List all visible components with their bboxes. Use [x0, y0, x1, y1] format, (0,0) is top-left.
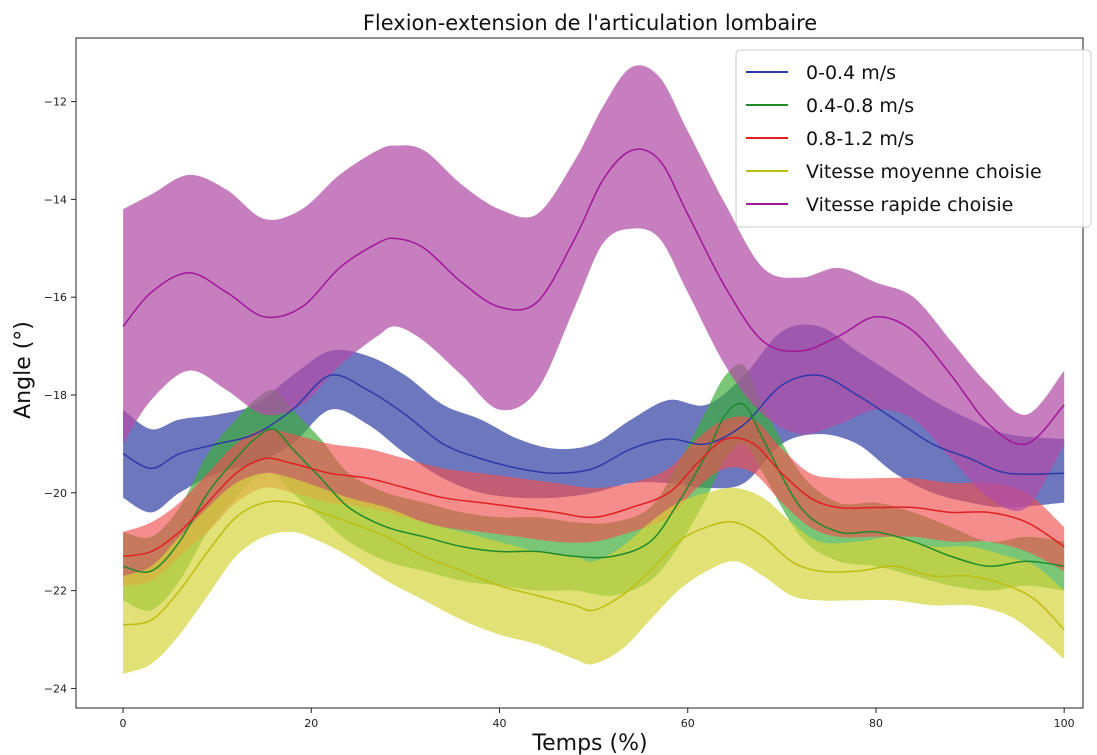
confidence-bands: [123, 65, 1065, 674]
line-series-3: [122, 500, 1065, 631]
band-series-2: [123, 416, 1065, 586]
x-axis-ticks: 0 20 40 60 80 100: [120, 708, 1075, 730]
plot-frame: [75, 37, 1084, 709]
legend-label: Vitesse rapide choisie: [806, 194, 1013, 216]
y-tick-label: −16: [44, 291, 67, 304]
y-tick-label: −20: [44, 487, 67, 500]
y-axis-ticks: −24 −22 −20 −18 −16 −14 −12: [44, 96, 76, 695]
legend-label: 0-0.4 m/s: [806, 62, 896, 84]
line-series-4: [122, 148, 1065, 446]
band-series-4: [123, 65, 1065, 511]
band-series-3: [123, 473, 1065, 674]
x-tick-label: 60: [681, 717, 695, 730]
x-tick-label: 20: [304, 717, 318, 730]
legend-label: Vitesse moyenne choisie: [806, 161, 1042, 183]
x-tick-label: 80: [869, 717, 883, 730]
legend: 0-0.4 m/s 0.4-0.8 m/s 0.8-1.2 m/s Vitesse m…: [735, 49, 1092, 228]
line-series-0: [122, 374, 1065, 476]
mean-lines: [122, 148, 1065, 631]
x-tick-label: 0: [120, 717, 127, 730]
y-tick-label: −24: [44, 682, 67, 695]
legend-label: 0.4-0.8 m/s: [806, 95, 914, 117]
chart-title: Flexion-extension de l'articulation lomb…: [363, 11, 817, 35]
y-tick-label: −14: [44, 193, 67, 206]
y-tick-label: −22: [44, 585, 67, 598]
x-tick-label: 40: [493, 717, 507, 730]
y-tick-label: −12: [44, 96, 67, 109]
y-tick-label: −18: [44, 389, 67, 402]
line-series-2: [122, 436, 1065, 558]
x-axis-title: Temps (%): [531, 731, 647, 755]
y-axis-title: Angle (°): [11, 321, 36, 419]
legend-box: [735, 49, 1092, 228]
x-tick-label: 100: [1054, 717, 1075, 730]
line-series-1: [122, 402, 1065, 573]
legend-label: 0.8-1.2 m/s: [806, 128, 914, 150]
